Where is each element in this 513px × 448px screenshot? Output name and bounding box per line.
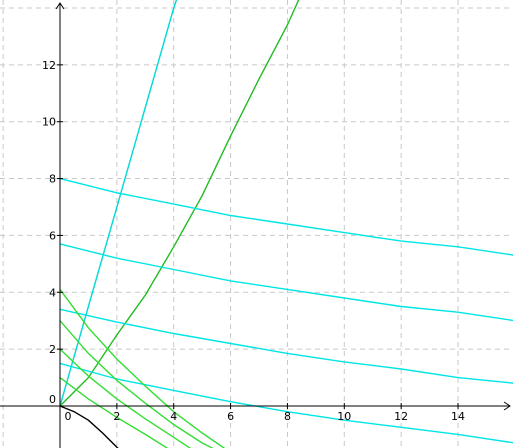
- y-tick-label: 12: [42, 59, 56, 72]
- x-tick-label: 10: [337, 410, 351, 423]
- y-tick-label: 0: [49, 393, 56, 406]
- x-axis-arrow: [503, 401, 511, 411]
- x-tick-label: 8: [284, 410, 291, 423]
- series-line-6: [59, 362, 513, 444]
- series-line-7: [59, 288, 226, 448]
- series-line-3: [59, 177, 513, 256]
- y-axis-arrow: [55, 2, 65, 10]
- series-line-9: [59, 348, 192, 448]
- y-tick-label: 10: [42, 116, 56, 129]
- y-tick-label: 8: [49, 173, 56, 186]
- y-tick-label: 4: [49, 286, 56, 299]
- x-tick-label: 0: [65, 410, 72, 423]
- series-line-1: [59, 0, 178, 407]
- series-line-2: [59, 0, 300, 407]
- series-group: [59, 0, 513, 448]
- series-line-8: [59, 320, 214, 448]
- series-line-5: [59, 308, 513, 384]
- series-line-10: [59, 377, 169, 448]
- series-line-4: [59, 243, 513, 322]
- tick-labels: 0 2 4 6 8 10 12 14 0 2 4 6 8 10 12: [42, 59, 465, 423]
- x-tick-label: 6: [227, 410, 234, 423]
- x-tick-label: 2: [113, 410, 120, 423]
- y-tick-label: 2: [49, 343, 56, 356]
- x-tick-label: 4: [170, 410, 177, 423]
- y-tick-label: 6: [49, 229, 56, 242]
- x-tick-label: 12: [394, 410, 408, 423]
- x-tick-label: 14: [451, 410, 465, 423]
